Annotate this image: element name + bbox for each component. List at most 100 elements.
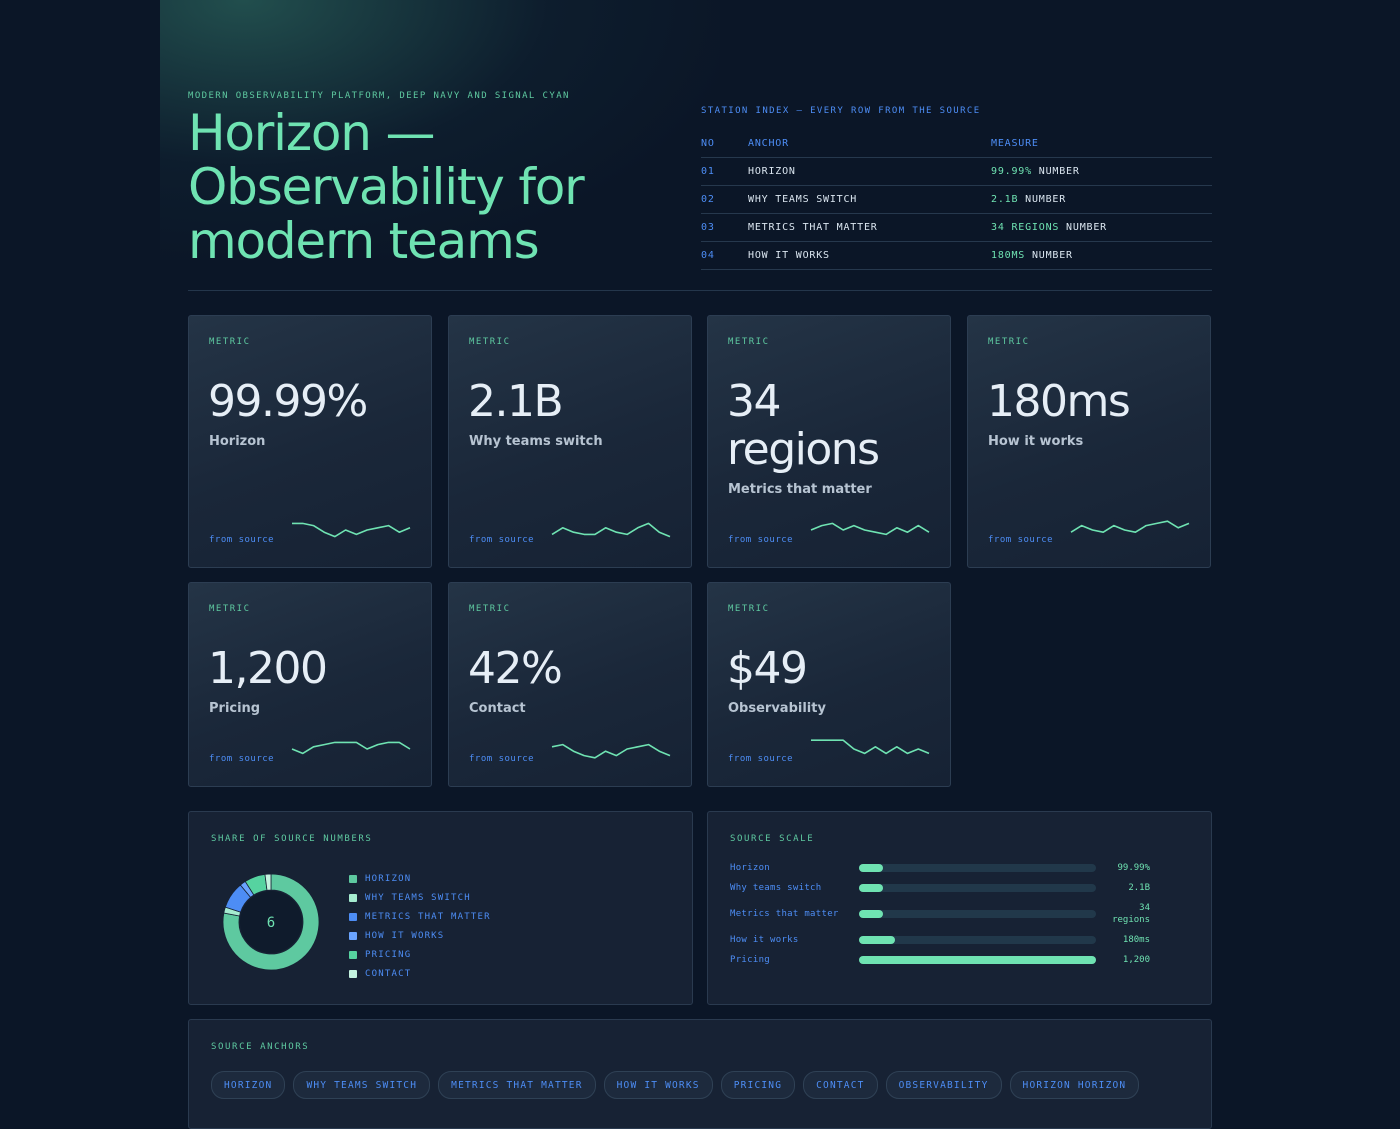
sparkline-path	[811, 739, 930, 755]
share-title: SHARE OF SOURCE NUMBERS	[211, 834, 373, 844]
station-index: STATION INDEX — EVERY ROW FROM THE SOURC…	[701, 106, 1212, 270]
metric-source: from source	[209, 535, 275, 545]
metric-value: 42%	[468, 643, 563, 694]
metric-card-metrics-that-matter: METRIC 34 regions Metrics that matter fr…	[707, 315, 951, 568]
legend-label: HOW IT WORKS	[365, 930, 445, 941]
row-anchor: METRICS THAT MATTER	[748, 213, 991, 242]
row-number: 04	[701, 241, 748, 270]
scale-row: Pricing 1,200	[730, 950, 1170, 970]
scale-track	[859, 864, 1096, 872]
scale-fill	[859, 936, 895, 944]
donut-hole	[240, 891, 302, 953]
row-number: 03	[701, 213, 748, 242]
anchors-panel: SOURCE ANCHORS HORIZON WHY TEAMS SWITCH …	[188, 1019, 1212, 1129]
row-measure-value: 99.99%	[991, 166, 1032, 177]
metric-source: from source	[469, 535, 535, 545]
scale-row-value: 2.1B	[1128, 883, 1150, 893]
page-title: Horizon — Observability for modern teams	[188, 104, 585, 270]
anchor-chip-why-teams-switch[interactable]: WHY TEAMS SWITCH	[293, 1071, 431, 1099]
scale-track	[859, 956, 1096, 964]
table-row: 02 WHY TEAMS SWITCH 2.1B NUMBER	[701, 185, 1212, 214]
legend-item: WHY TEAMS SWITCH	[349, 888, 491, 907]
legend-swatch	[349, 931, 357, 940]
anchor-chip-how-it-works[interactable]: HOW IT WORKS	[603, 1071, 713, 1099]
scale-fill	[859, 956, 1096, 964]
table-row: 01 HORIZON 99.99% NUMBER	[701, 157, 1212, 186]
anchor-chip-horizon[interactable]: HORIZON	[211, 1071, 286, 1099]
metric-source: from source	[209, 754, 275, 764]
sparkline	[551, 522, 671, 538]
metric-source: from source	[988, 535, 1054, 545]
legend-swatch	[349, 912, 357, 921]
scale-fill	[859, 884, 883, 892]
donut-chart: 6	[222, 873, 320, 971]
row-measure: 2.1B NUMBER	[991, 185, 1212, 214]
legend-swatch	[349, 969, 357, 978]
legend-item: PRICING	[349, 945, 491, 964]
legend-item: HORIZON	[349, 869, 491, 888]
legend-label: PRICING	[365, 949, 412, 960]
metric-label: METRIC	[469, 337, 511, 347]
legend-item: METRICS THAT MATTER	[349, 907, 491, 926]
legend-label: METRICS THAT MATTER	[365, 911, 491, 922]
anchor-chip-observability[interactable]: OBSERVABILITY	[885, 1071, 1002, 1099]
metric-card-contact: METRIC 42% Contact from source	[448, 582, 692, 787]
row-anchor: HORIZON	[748, 157, 991, 186]
row-number: 01	[701, 157, 748, 186]
anchor-chip-horizon-horizon[interactable]: HORIZON HORIZON	[1009, 1071, 1140, 1099]
scale-track	[859, 910, 1096, 918]
row-anchor: HOW IT WORKS	[748, 241, 991, 270]
metric-card-observability: METRIC $49 Observability from source	[707, 582, 951, 787]
row-measure-unit: NUMBER	[1025, 194, 1067, 205]
scale-track	[859, 884, 1096, 892]
metric-name: Observability	[728, 701, 826, 716]
legend-swatch	[349, 874, 357, 883]
scale-fill	[859, 864, 883, 872]
sparkline-path	[551, 522, 671, 538]
metric-label: METRIC	[209, 604, 251, 614]
anchor-chip-pricing[interactable]: PRICING	[720, 1071, 796, 1099]
metric-label: METRIC	[988, 337, 1030, 347]
legend-item: HOW IT WORKS	[349, 926, 491, 945]
metric-label: METRIC	[469, 604, 511, 614]
metric-card-pricing: METRIC 1,200 Pricing from source	[188, 582, 432, 787]
metric-name: How it works	[988, 434, 1084, 449]
legend-swatch	[349, 950, 357, 959]
scale-title: SOURCE SCALE	[730, 834, 815, 844]
row-number: 02	[701, 185, 748, 214]
metric-source: from source	[469, 754, 535, 764]
scale-row: Why teams switch 2.1B	[730, 878, 1170, 898]
metric-name: Metrics that matter	[728, 482, 872, 497]
table-row: 04 HOW IT WORKS 180MS NUMBER	[701, 241, 1212, 270]
row-measure: 34 REGIONS NUMBER	[991, 213, 1212, 242]
metric-value: 34 regions	[727, 376, 880, 475]
station-index-header-row: NO ANCHOR MEASURE	[701, 130, 1212, 158]
anchor-chip-list: HORIZON WHY TEAMS SWITCH METRICS THAT MA…	[211, 1071, 1140, 1099]
row-measure: 99.99% NUMBER	[991, 157, 1212, 186]
metric-label: METRIC	[209, 337, 251, 347]
metric-card-how-it-works: METRIC 180ms How it works from source	[967, 315, 1211, 568]
scale-row: Horizon 99.99%	[730, 858, 1170, 878]
share-panel: SHARE OF SOURCE NUMBERS 6 HORIZON WHY TE…	[188, 811, 693, 1005]
row-measure-unit: NUMBER	[1038, 166, 1080, 177]
anchor-chip-metrics-that-matter[interactable]: METRICS THAT MATTER	[438, 1071, 596, 1099]
column-header-measure: MEASURE	[991, 130, 1212, 158]
legend-label: HORIZON	[365, 873, 412, 884]
scale-row-value: 99.99%	[1117, 863, 1150, 873]
hero-eyebrow: MODERN OBSERVABILITY PLATFORM, DEEP NAVY…	[188, 91, 570, 101]
metric-source: from source	[728, 535, 794, 545]
row-measure: 180MS NUMBER	[991, 241, 1212, 270]
donut-legend: HORIZON WHY TEAMS SWITCH METRICS THAT MA…	[349, 869, 491, 983]
section-divider	[188, 290, 1212, 291]
station-index-table: NO ANCHOR MEASURE 01 HORIZON 99.99% NUMB…	[701, 130, 1212, 270]
donut-slice-horizon	[222, 873, 320, 971]
sparkline	[551, 743, 671, 759]
metric-name: Pricing	[209, 701, 261, 716]
scale-row-value: 1,200	[1122, 955, 1150, 965]
metric-value: 1,200	[208, 643, 328, 694]
sparkline	[1070, 520, 1190, 533]
anchor-chip-contact[interactable]: CONTACT	[803, 1071, 878, 1099]
table-row: 03 METRICS THAT MATTER 34 REGIONS NUMBER	[701, 213, 1212, 242]
legend-item: CONTACT	[349, 964, 491, 983]
sparkline	[810, 522, 930, 536]
